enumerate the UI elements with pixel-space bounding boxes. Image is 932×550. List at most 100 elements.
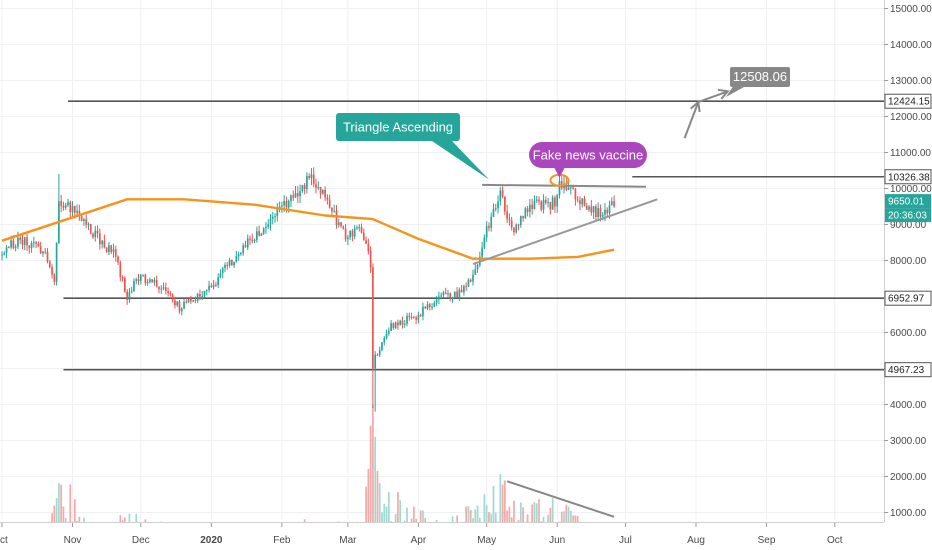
candle: [560, 174, 563, 191]
candle-body: [347, 237, 349, 240]
time-tick-label: Mar: [339, 535, 357, 546]
callout-pointer: [432, 141, 489, 180]
candle-body: [281, 205, 283, 207]
candle: [533, 195, 536, 210]
candle-body: [33, 242, 35, 244]
candle: [538, 196, 540, 205]
candle-body: [595, 206, 597, 218]
candle: [547, 197, 549, 208]
candle-body: [378, 350, 381, 355]
price-tick-label: 9000.00: [890, 220, 927, 231]
candle-body: [296, 193, 299, 197]
candle: [410, 312, 413, 320]
candle-body: [103, 240, 106, 248]
candle: [23, 236, 26, 251]
candle-body: [171, 294, 174, 301]
candle: [217, 273, 220, 288]
candle-body: [481, 247, 483, 257]
candle: [3, 251, 6, 256]
candle: [119, 260, 122, 282]
candle: [488, 222, 490, 232]
candle-body: [431, 306, 433, 308]
candle-body: [410, 317, 413, 319]
candle: [192, 299, 194, 303]
candle-body: [96, 230, 99, 234]
candle: [588, 204, 590, 212]
candle: [5, 244, 8, 259]
candle: [353, 224, 356, 240]
candle-body: [101, 240, 103, 245]
candle: [278, 201, 281, 213]
candle-body: [403, 323, 406, 325]
candle-body: [440, 295, 443, 297]
candle: [412, 315, 415, 319]
candle-body: [312, 174, 315, 185]
candle: [376, 353, 379, 357]
callout-triangle-ascending: Triangle Ascending: [343, 120, 453, 135]
candle: [230, 259, 233, 266]
candle: [174, 296, 176, 309]
candle: [374, 351, 377, 412]
candle-body: [233, 261, 235, 266]
candle-body: [367, 243, 370, 252]
candle-body: [558, 181, 561, 196]
volume-bar: [499, 474, 502, 547]
level-tag: 4967.23: [888, 365, 925, 376]
candle: [76, 204, 78, 217]
candle: [208, 280, 210, 293]
candle-body: [417, 314, 420, 320]
candle-body: [169, 293, 172, 295]
candle: [255, 226, 258, 243]
candle: [524, 206, 527, 219]
candle: [226, 262, 229, 270]
time-axis[interactable]: ct Nov Dec 2020 Feb Mar Apr May Jun Jul Aug Sep Oct: [0, 522, 932, 550]
candle-body: [551, 197, 554, 210]
candle: [431, 303, 433, 311]
arrow-line: [697, 90, 729, 104]
candle-body: [362, 232, 365, 241]
candle: [551, 195, 554, 210]
price-axis[interactable]: 15000.00 14000.00 13000.00 12000.00 11000.00…: [884, 0, 932, 550]
candle: [205, 289, 208, 296]
candle-body: [242, 245, 245, 254]
candle-body: [1, 254, 3, 256]
candle: [501, 186, 504, 199]
candle-body: [178, 301, 181, 312]
trendline: [472, 198, 658, 266]
candle: [244, 240, 247, 248]
candle-body: [108, 245, 110, 252]
candle: [176, 300, 179, 308]
candle-body: [119, 262, 122, 278]
volume-bar: [60, 484, 63, 547]
candle-body: [160, 288, 163, 290]
candle-body: [308, 175, 311, 179]
candle-body: [447, 293, 449, 295]
time-tick-label: Jul: [619, 535, 632, 546]
candle-body: [80, 216, 83, 221]
candle: [221, 266, 224, 279]
candle-body: [542, 199, 545, 210]
candle: [435, 295, 438, 307]
candle: [556, 193, 559, 213]
candle: [417, 311, 420, 324]
candle: [585, 202, 588, 210]
candle: [513, 227, 515, 236]
candle-body: [303, 185, 306, 189]
time-axis-bg: [0, 522, 884, 550]
candle-body: [524, 208, 527, 219]
candle: [153, 277, 156, 286]
candle: [453, 291, 456, 300]
candle-body: [244, 245, 247, 248]
candle-body: [130, 291, 133, 293]
candle-body: [14, 246, 17, 248]
candle: [312, 167, 315, 188]
candle: [262, 227, 265, 236]
volume-bar: [372, 405, 374, 547]
arrow-head: [690, 100, 701, 113]
candle: [592, 205, 595, 219]
price-tick-label: 6000.00: [890, 328, 927, 339]
candle-body: [547, 202, 549, 204]
candle-body: [190, 298, 192, 302]
candle: [246, 234, 249, 251]
